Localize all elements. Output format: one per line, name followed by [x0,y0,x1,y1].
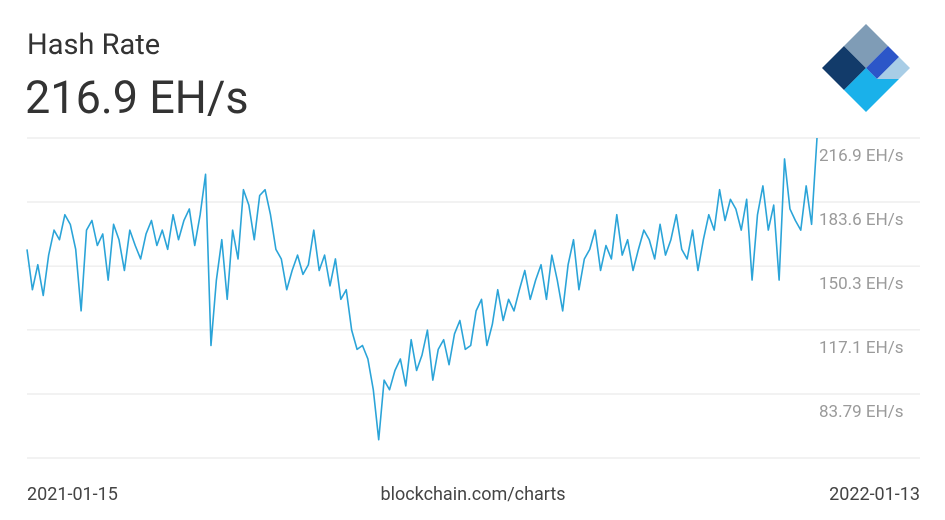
y-tick-label: 117.1 EH/s [819,338,904,358]
logo-part [844,68,899,112]
x-tick-label: 2022-01-13 [829,484,920,505]
y-tick-label: 183.6 EH/s [819,210,904,230]
logo-part [866,46,899,79]
x-tick-label: 2021-01-15 [27,484,118,505]
data-line [26,137,818,441]
chart-title: Hash Rate [27,28,160,62]
source: blockchain.com/charts [380,484,565,505]
logo [822,24,910,112]
y-tick-label: 216.9 EH/s [819,146,904,166]
y-tick-label: 83.79 EH/s [819,402,904,422]
logo-part [877,46,910,79]
y-tick-label: 150.3 EH/s [819,274,904,294]
chart-subtitle: 216.9 EH/s [25,71,249,124]
